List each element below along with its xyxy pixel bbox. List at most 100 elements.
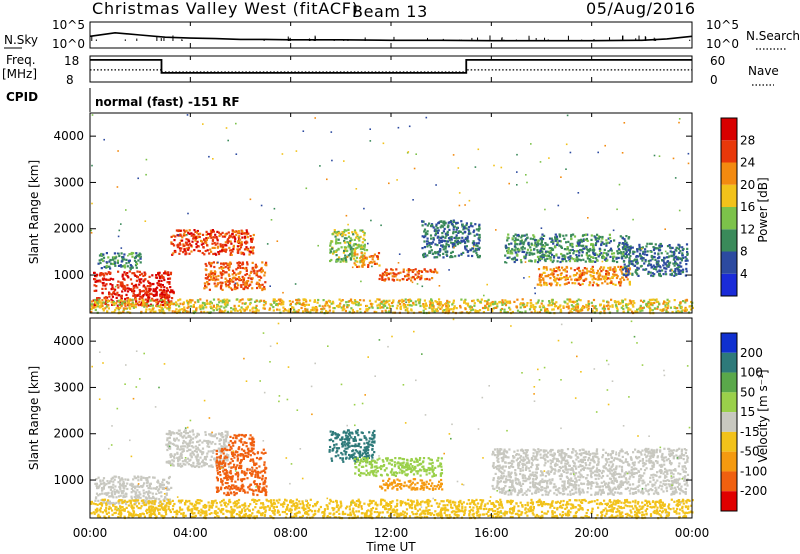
heatmap-cell [90, 304, 94, 307]
heatmap-cell [263, 288, 266, 291]
heatmap-cell [363, 245, 366, 248]
heatmap-cell [219, 438, 222, 441]
heatmap-cell [342, 251, 345, 254]
heatmap-cell [538, 311, 542, 314]
heatmap-cell [597, 255, 600, 258]
heatmap-cell [116, 291, 119, 294]
heatmap-cell [167, 295, 170, 298]
heatmap-cell [592, 260, 595, 263]
heatmap-cell [211, 272, 214, 275]
heatmap-cell [569, 257, 572, 260]
heatmap-cell [245, 240, 248, 243]
heatmap-cell [625, 255, 628, 258]
heatmap-cell [548, 282, 551, 285]
heatmap-cell [339, 233, 342, 236]
heatmap-cell [156, 486, 159, 489]
heatmap-cell [561, 260, 564, 263]
heatmap-cell [218, 449, 221, 452]
heatmap-cell [216, 463, 219, 466]
heatmap-cell [255, 299, 258, 303]
heatmap-cell [554, 245, 557, 248]
heatmap-cell [138, 491, 141, 494]
heatmap-cell [625, 254, 628, 257]
heatmap-cell [474, 244, 478, 247]
heatmap-cell [552, 267, 555, 271]
nsky-tick-top: 10^5 [52, 18, 85, 32]
heatmap-cell [446, 306, 449, 309]
heatmap-cell [105, 265, 108, 268]
heatmap-cell [442, 256, 445, 259]
heatmap-cell [240, 478, 243, 481]
heatmap-cell [586, 249, 590, 252]
heatmap-cell [465, 311, 469, 314]
heatmap-cell [352, 233, 355, 236]
heatmap-cell [242, 449, 245, 452]
heatmap-cell [379, 306, 382, 310]
heatmap-cell [354, 230, 357, 234]
heatmap-cell [234, 287, 237, 291]
heatmap-cell [221, 267, 223, 270]
heatmap-cell [471, 225, 474, 228]
heatmap-cell [182, 442, 185, 445]
heatmap-cell [615, 305, 618, 308]
heatmap-cell [516, 171, 518, 173]
heatmap-cell [333, 231, 336, 234]
heatmap-cell [204, 284, 207, 287]
heatmap-cell [422, 304, 425, 307]
heatmap-cell [211, 307, 214, 310]
heatmap-cell [141, 304, 144, 307]
heatmap-cell [196, 299, 199, 302]
heatmap-cell [673, 264, 676, 267]
heatmap-cell [401, 278, 404, 281]
heatmap-cell [175, 308, 178, 311]
heatmap-cell [539, 251, 542, 254]
heatmap-cell [517, 235, 520, 238]
heatmap-cell [160, 288, 163, 291]
heatmap-cell [164, 306, 167, 309]
heatmap-cell [650, 298, 653, 301]
heatmap-cell [263, 301, 266, 304]
heatmap-cell [465, 248, 468, 251]
heatmap-cell [418, 311, 421, 314]
heatmap-cell [352, 302, 355, 305]
heatmap-cell [507, 243, 511, 246]
heatmap-cell [535, 245, 538, 248]
heatmap-cell [609, 277, 612, 280]
heatmap-cell [592, 269, 595, 272]
heatmap-cell [176, 447, 179, 451]
heatmap-cell [469, 311, 472, 314]
heatmap-cell [559, 308, 562, 311]
heatmap-cell [112, 287, 115, 290]
heatmap-cell [172, 460, 175, 463]
heatmap-cell [150, 292, 153, 295]
heatmap-cell [570, 304, 573, 307]
heatmap-cell [445, 243, 448, 246]
heatmap-cell [110, 298, 113, 301]
heatmap-cell [316, 301, 319, 304]
heatmap-cell [197, 460, 200, 463]
heatmap-cell [420, 274, 423, 278]
heatmap-cell [256, 493, 259, 497]
heatmap-cell [627, 249, 630, 252]
heatmap-cell [545, 266, 548, 270]
heatmap-cell [625, 272, 628, 275]
heatmap-cell [208, 232, 211, 236]
heatmap-cell [349, 258, 353, 261]
heatmap-cell [478, 309, 482, 312]
heatmap-cell [606, 241, 609, 244]
heatmap-cell [373, 260, 376, 263]
heatmap-cell [246, 477, 249, 480]
heatmap-cell [549, 249, 552, 253]
heatmap-cell [665, 301, 668, 304]
heatmap-cell [247, 486, 250, 489]
heatmap-cell [478, 256, 481, 259]
heatmap-cell [220, 276, 223, 279]
heatmap-cell [152, 293, 155, 297]
heatmap-cell [121, 300, 124, 303]
heatmap-cell [248, 485, 251, 488]
heatmap-cell [442, 252, 445, 255]
heatmap-cell [233, 230, 236, 233]
heatmap-cell [452, 232, 455, 235]
heatmap-cell [235, 268, 238, 271]
heatmap-cell [513, 257, 516, 260]
